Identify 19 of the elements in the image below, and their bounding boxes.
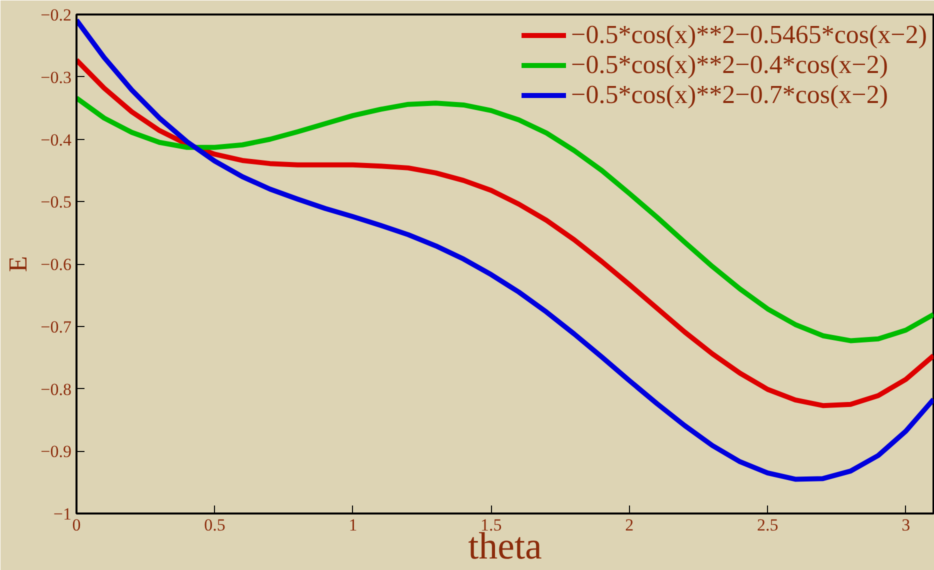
legend-label: −0.5*cos(x)**2−0.7*cos(x−2) bbox=[571, 80, 888, 110]
y-tick-label: −0.6 bbox=[40, 255, 72, 274]
x-tick-label: 1 bbox=[348, 516, 358, 534]
y-axis-title: E bbox=[4, 256, 33, 272]
y-tick-label: −0.2 bbox=[40, 6, 72, 24]
y-tick-label: −0.8 bbox=[40, 380, 72, 399]
y-tick-label: −0.3 bbox=[40, 68, 72, 87]
y-tick-label: −0.4 bbox=[40, 130, 72, 150]
x-tick-label: 3 bbox=[902, 516, 910, 534]
x-tick-label: 0 bbox=[72, 516, 81, 534]
y-tick-label: −0.5 bbox=[40, 192, 72, 212]
y-tick-label: −1 bbox=[53, 504, 72, 524]
y-tick-label: −0.9 bbox=[40, 442, 72, 462]
legend-label: −0.5*cos(x)**2−0.5465*cos(x−2) bbox=[571, 20, 927, 50]
y-tick-label: −0.7 bbox=[40, 317, 72, 336]
x-tick-label: 2 bbox=[625, 516, 634, 534]
x-tick-label: 2.5 bbox=[757, 516, 778, 534]
x-tick-label: 0.5 bbox=[204, 516, 226, 534]
legend-label: −0.5*cos(x)**2−0.4*cos(x−2) bbox=[571, 50, 888, 80]
